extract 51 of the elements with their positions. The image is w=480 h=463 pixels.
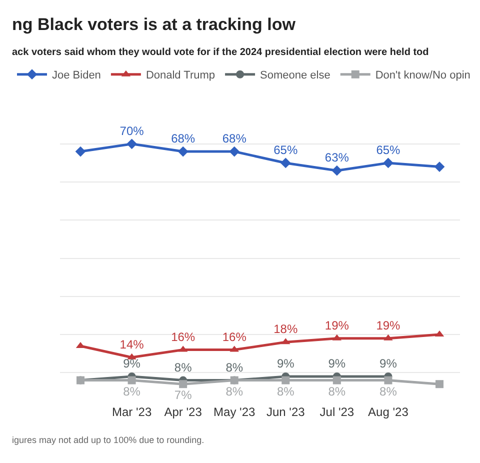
data-label: 14% <box>120 337 144 352</box>
data-label: 8% <box>123 384 141 398</box>
point <box>179 380 188 388</box>
data-label: 8% <box>174 360 192 374</box>
data-label: 8% <box>226 384 244 398</box>
point <box>435 380 444 388</box>
legend-label: Donald Trump <box>146 70 216 82</box>
data-label: 16% <box>171 330 196 344</box>
x-tick-label: Mar '23 <box>112 405 152 419</box>
point <box>384 376 392 384</box>
data-label: 9% <box>380 356 398 370</box>
data-label: 19% <box>376 318 401 332</box>
data-label: 63% <box>324 150 350 165</box>
x-tick-label: Apr '23 <box>164 405 202 419</box>
point <box>178 146 188 157</box>
legend-label: Don't know/No opin <box>375 70 470 82</box>
data-label: 18% <box>274 322 298 336</box>
legend-label: Joe Biden <box>52 70 101 82</box>
text: igures may not add up to 100% due to rounding. <box>12 435 204 445</box>
x-tick-label: May '23 <box>214 405 256 419</box>
data-label: 65% <box>274 142 298 157</box>
point <box>383 158 394 168</box>
point <box>434 162 445 172</box>
data-label: 70% <box>120 124 144 138</box>
data-label: 8% <box>226 360 244 374</box>
data-label: 16% <box>222 330 247 344</box>
data-label: 68% <box>171 132 196 146</box>
point <box>280 158 291 168</box>
data-label: 68% <box>222 132 247 146</box>
data-label: 8% <box>328 384 346 398</box>
data-label: 9% <box>123 356 141 370</box>
x-tick-label: Aug '23 <box>368 405 409 419</box>
data-label: 8% <box>276 384 295 398</box>
point <box>229 146 240 157</box>
point <box>128 376 136 384</box>
chart-title: ng Black voters is at a tracking low <box>12 15 296 34</box>
data-label: 8% <box>380 384 398 398</box>
data-label: 65% <box>376 142 401 157</box>
point <box>332 165 342 176</box>
data-label: 19% <box>324 318 350 332</box>
legend-label: Someone else <box>260 70 330 82</box>
chart-subtitle: ack voters said whom they would vote for if the 2024 presidential election were held tod <box>12 47 429 58</box>
point <box>332 376 341 384</box>
data-label: 9% <box>328 356 346 370</box>
point <box>75 146 86 157</box>
x-tick-label: Jun '23 <box>266 405 306 419</box>
point <box>126 138 137 150</box>
x-tick-label: Jul '23 <box>320 405 354 419</box>
data-label: 9% <box>276 356 295 370</box>
point <box>282 376 290 384</box>
data-label: 7% <box>174 388 192 402</box>
